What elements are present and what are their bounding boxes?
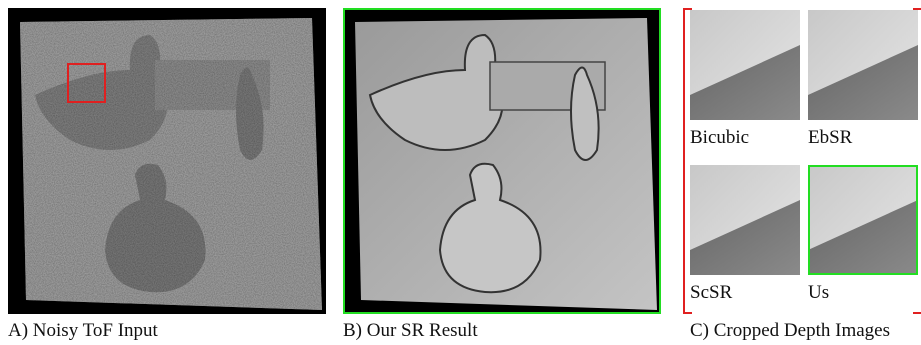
panel-b-image	[343, 8, 661, 314]
panel-caption: A) Noisy ToF Input	[8, 320, 159, 341]
crop-label: Bicubic	[690, 127, 749, 148]
crop-scsr	[690, 165, 800, 275]
crop-label: EbSR	[808, 127, 853, 148]
crop-label: Us	[808, 282, 829, 303]
panel-c-crops	[684, 9, 921, 313]
crop-ebsr	[808, 10, 918, 120]
panel-caption: B) Our SR Result	[343, 320, 478, 341]
figure: A) Noisy ToF Input B) Our SR Result	[0, 0, 921, 345]
panel-caption: C) Cropped Depth Images	[690, 320, 890, 341]
crop-label: ScSR	[690, 282, 733, 303]
panel-a-image	[8, 8, 326, 314]
crop-bicubic	[690, 10, 800, 120]
crop-us	[808, 165, 918, 275]
